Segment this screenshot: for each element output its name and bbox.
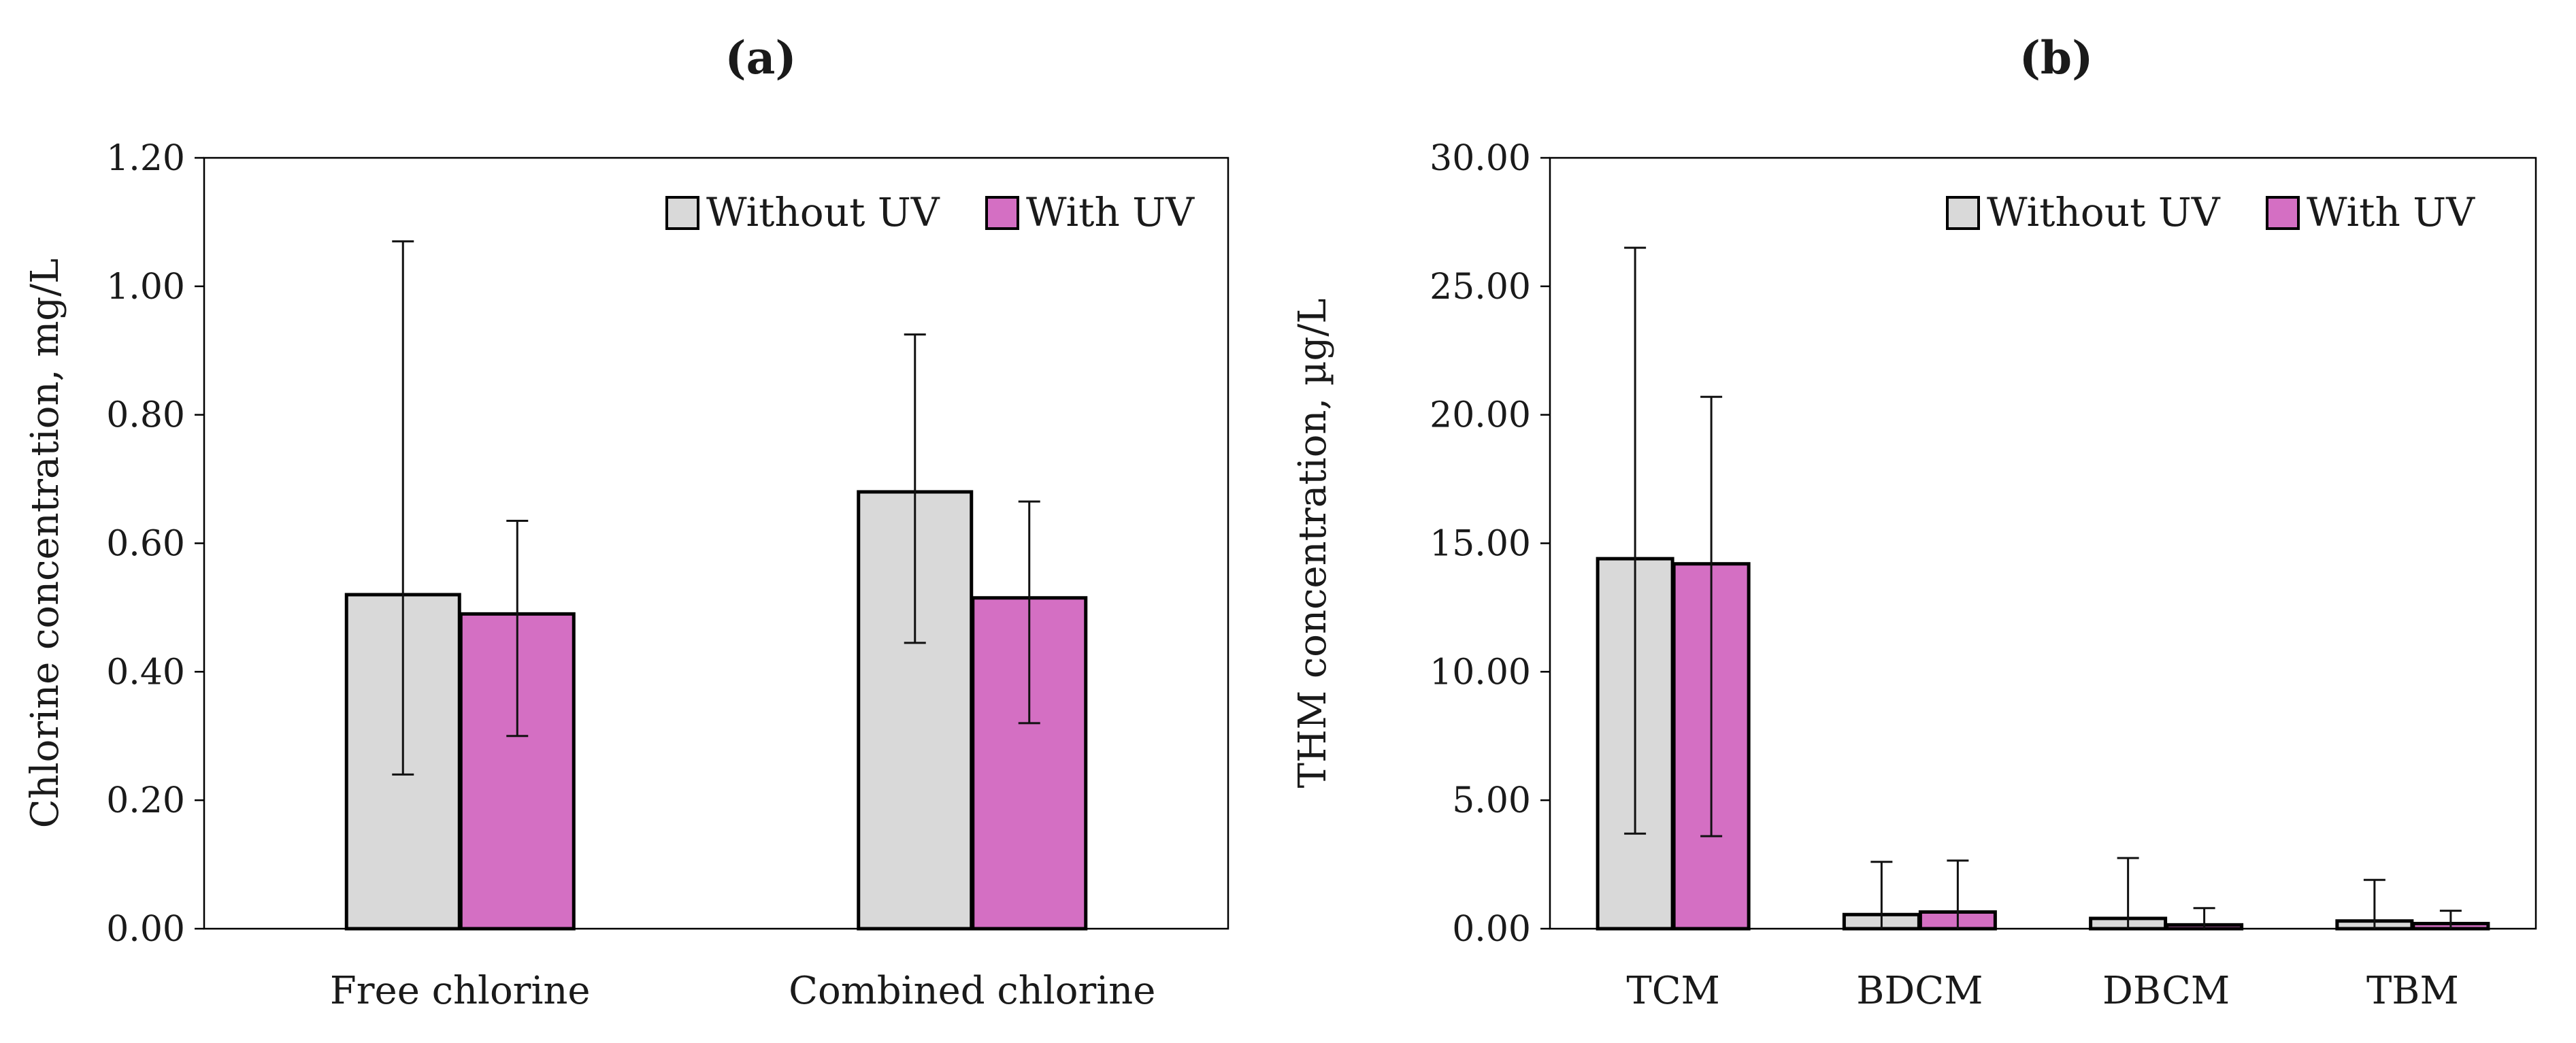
panel-b: (b) 0.00 5.00 10.00 15.00 20.00 25.00 30.00 THM … xyxy=(1291,31,2537,1013)
legend-label-b-0: Without UV xyxy=(1987,189,2221,235)
y-tick-label-a-5: 1.00 xyxy=(106,267,185,308)
category-label-a-0: Free chlorine xyxy=(330,969,591,1013)
y-tick-label-a-6: 1.20 xyxy=(106,138,185,179)
y-tick-label-a-3: 0.60 xyxy=(106,524,185,565)
y-tick-label-b-6: 30.00 xyxy=(1430,138,1531,179)
panel-title-b: (b) xyxy=(2019,31,2094,84)
category-label-b-1: BDCM xyxy=(1856,969,1983,1013)
y-tick-label-b-0: 0.00 xyxy=(1452,909,1531,950)
legend-label-a-0: Without UV xyxy=(706,189,940,235)
y-tick-label-a-4: 0.80 xyxy=(106,395,185,436)
legend-label-b-1: With UV xyxy=(2307,189,2475,235)
category-label-b-0: TCM xyxy=(1626,969,1720,1013)
y-tick-label-a-0: 0.00 xyxy=(106,909,185,950)
y-axis-title-b: THM concentration, µg/L xyxy=(1291,299,1335,789)
category-label-b-2: DBCM xyxy=(2102,969,2230,1013)
category-label-b-3: TBM xyxy=(2366,969,2459,1013)
legend-swatch-a-1 xyxy=(985,196,1019,230)
panel-title-a: (a) xyxy=(725,31,796,84)
y-axis-title-a: Chlorine concentration, mg/L xyxy=(23,259,67,828)
y-tick-label-a-1: 0.20 xyxy=(106,780,185,821)
y-tick-label-b-2: 10.00 xyxy=(1430,652,1531,693)
legend-label-a-1: With UV xyxy=(1026,189,1195,235)
legend-swatch-b-1 xyxy=(2266,196,2300,230)
y-tick-label-b-1: 5.00 xyxy=(1452,780,1531,821)
panel-a: (a) 0.00 0.20 0.40 0.60 0.80 1.00 1.20 Chlorine … xyxy=(23,31,1229,1013)
y-tick-label-b-3: 15.00 xyxy=(1430,524,1531,565)
y-tick-label-a-2: 0.40 xyxy=(106,652,185,693)
category-label-a-1: Combined chlorine xyxy=(789,969,1155,1013)
legend-swatch-b-0 xyxy=(1946,196,1980,230)
y-tick-label-b-5: 25.00 xyxy=(1430,267,1531,308)
legend-swatch-a-0 xyxy=(665,196,699,230)
y-tick-label-b-4: 20.00 xyxy=(1430,395,1531,436)
